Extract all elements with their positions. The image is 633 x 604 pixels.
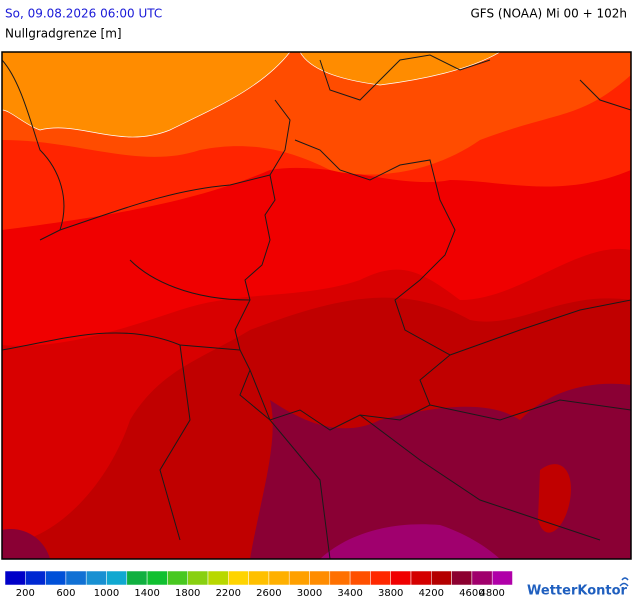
map-frame bbox=[1, 51, 632, 560]
scale-label: 1800 bbox=[175, 588, 200, 599]
color-box bbox=[228, 570, 249, 586]
color-box bbox=[4, 570, 26, 586]
scale-label: 4600 bbox=[459, 588, 484, 599]
field-band bbox=[2, 52, 291, 138]
color-box bbox=[349, 570, 371, 586]
color-box bbox=[491, 570, 513, 586]
scale-label: 600 bbox=[56, 588, 75, 599]
color-box bbox=[451, 570, 473, 586]
borders bbox=[2, 54, 631, 559]
model-run: GFS (NOAA) Mi 00 + 102h bbox=[470, 7, 627, 21]
color-box bbox=[25, 570, 46, 586]
scale-label: 1000 bbox=[94, 588, 119, 599]
scale-label: 3800 bbox=[378, 588, 403, 599]
field-band bbox=[299, 52, 501, 86]
scale-label: 4200 bbox=[419, 588, 444, 599]
scale-label: 2600 bbox=[256, 588, 281, 599]
scale-label: 200 bbox=[16, 588, 35, 599]
scale-label: 1400 bbox=[134, 588, 159, 599]
color-box bbox=[431, 570, 452, 586]
color-box bbox=[65, 570, 87, 586]
logo: WetterKontor bbox=[527, 577, 629, 599]
color-box bbox=[410, 570, 432, 586]
scale-label: 3400 bbox=[337, 588, 362, 599]
logo-icon bbox=[619, 577, 629, 587]
scale-label: 3000 bbox=[297, 588, 322, 599]
color-box bbox=[471, 570, 493, 586]
color-scale: 200 600 1000 1400 1800 2200 2600 3000 3400 3800 42… bbox=[4, 570, 513, 599]
color-box bbox=[390, 570, 412, 586]
color-box bbox=[167, 570, 188, 586]
logo-text: WetterKontor bbox=[527, 584, 628, 599]
color-box bbox=[288, 570, 310, 586]
scale-label: 4800 bbox=[479, 588, 504, 599]
parameter-title: Nullgradgrenze [m] bbox=[5, 27, 122, 41]
color-box bbox=[309, 570, 331, 586]
valid-time: So, 09.08.2026 06:00 UTC bbox=[5, 7, 162, 21]
color-box bbox=[248, 570, 270, 586]
color-box bbox=[207, 570, 229, 586]
field-band bbox=[250, 383, 631, 559]
color-box bbox=[187, 570, 209, 586]
scale-label: 2200 bbox=[216, 588, 241, 599]
color-box bbox=[106, 570, 128, 586]
field-band bbox=[538, 464, 571, 533]
color-box bbox=[146, 570, 168, 586]
color-box bbox=[45, 570, 67, 586]
color-box bbox=[85, 570, 107, 586]
color-box bbox=[329, 570, 351, 586]
field-band bbox=[320, 524, 500, 559]
color-box bbox=[126, 570, 148, 586]
color-box bbox=[268, 570, 290, 586]
map bbox=[1, 51, 632, 560]
field-band bbox=[2, 529, 50, 559]
color-box bbox=[370, 570, 391, 586]
